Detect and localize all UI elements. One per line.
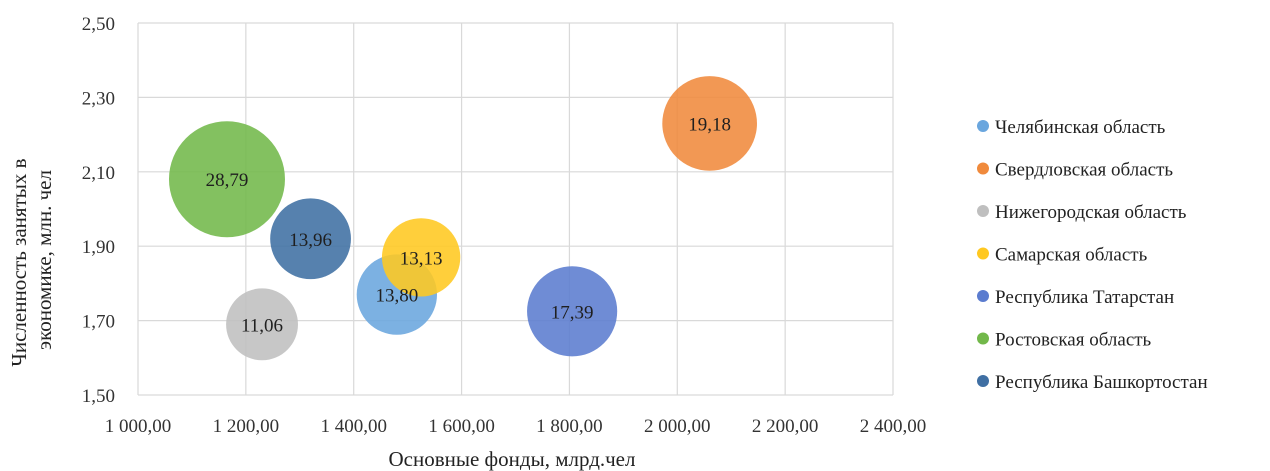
x-tick-label: 2 200,00 bbox=[752, 416, 819, 437]
legend-label: Свердловская область bbox=[995, 160, 1173, 181]
x-tick-label: 1 800,00 bbox=[536, 416, 603, 437]
legend-marker bbox=[977, 333, 989, 345]
bubble-data-label: 13,80 bbox=[375, 286, 418, 307]
x-axis-ticks: 1 000,00 1 200,00 1 400,00 1 600,00 1 800,00… bbox=[105, 416, 927, 437]
chart-bubbles: 13,80 19,18 11,06 13,13 17,39 28,79 13,96 bbox=[169, 76, 757, 360]
y-tick-label: 2,30 bbox=[82, 88, 115, 109]
x-tick-label: 2 000,00 bbox=[644, 416, 711, 437]
legend-marker bbox=[977, 375, 989, 387]
bubble-data-label: 28,79 bbox=[206, 170, 249, 191]
x-tick-label: 1 600,00 bbox=[428, 416, 495, 437]
legend-label: Челябинская область bbox=[995, 117, 1166, 138]
legend-label: Ростовская область bbox=[995, 330, 1152, 351]
bubble-data-label: 13,13 bbox=[400, 248, 443, 269]
y-axis-ticks: 1,50 1,70 1,90 2,10 2,30 2,50 bbox=[82, 14, 115, 407]
y-axis-title: Численность занятых в экономике, млн. че… bbox=[7, 153, 56, 367]
legend-marker bbox=[977, 248, 989, 260]
y-tick-label: 1,50 bbox=[82, 386, 115, 407]
y-tick-label: 1,70 bbox=[82, 312, 115, 333]
legend-label: Самарская область bbox=[995, 245, 1148, 266]
x-axis-title: Основные фонды, млрд.чел bbox=[389, 447, 636, 471]
legend-label: Республика Татарстан bbox=[995, 287, 1174, 308]
x-tick-label: 1 000,00 bbox=[105, 416, 172, 437]
bubble-data-label: 19,18 bbox=[688, 114, 731, 135]
x-tick-label: 1 400,00 bbox=[320, 416, 387, 437]
legend-marker bbox=[977, 163, 989, 175]
y-tick-label: 2,10 bbox=[82, 163, 115, 184]
y-axis-title-line-1: Численность занятых в bbox=[7, 158, 31, 366]
bubble-data-label: 13,96 bbox=[289, 230, 332, 251]
y-tick-label: 1,90 bbox=[82, 237, 115, 258]
y-axis-title-line-2: экономике, млн. чел bbox=[32, 170, 56, 350]
legend-marker bbox=[977, 120, 989, 132]
chart-legend: Челябинская область Свердловская область Н… bbox=[977, 117, 1208, 393]
x-tick-label: 1 200,00 bbox=[213, 416, 280, 437]
legend-marker bbox=[977, 205, 989, 217]
legend-label: Республика Башкортостан bbox=[995, 372, 1208, 393]
legend-label: Нижегородская область bbox=[995, 202, 1187, 223]
bubble-data-label: 17,39 bbox=[551, 302, 594, 323]
legend-marker bbox=[977, 290, 989, 302]
y-tick-label: 2,50 bbox=[82, 14, 115, 35]
bubble-data-label: 11,06 bbox=[241, 315, 283, 336]
x-tick-label: 2 400,00 bbox=[860, 416, 927, 437]
